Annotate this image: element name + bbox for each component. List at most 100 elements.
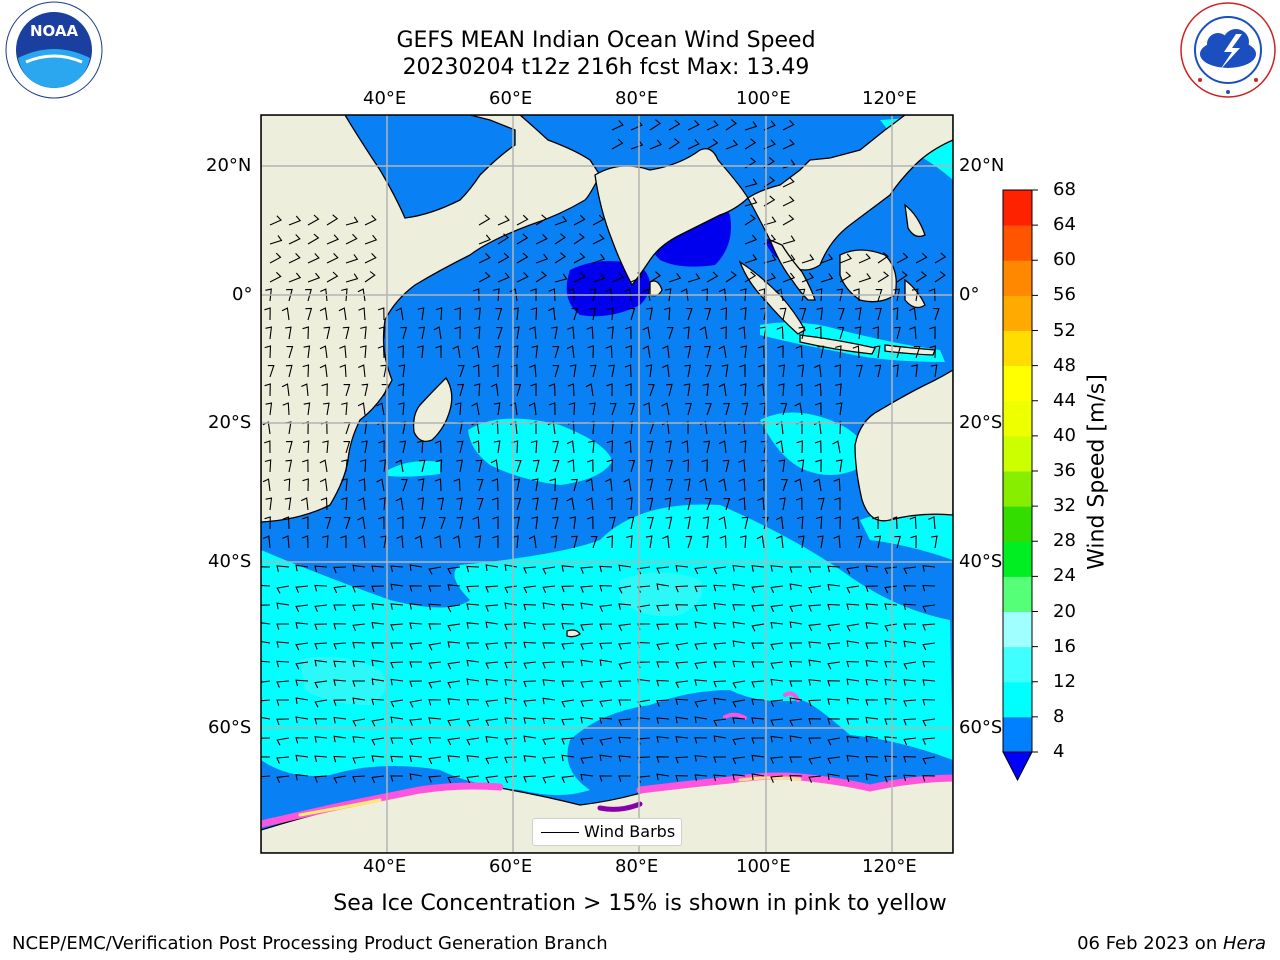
wind-barb — [751, 604, 765, 612]
colorbar-segment — [1003, 225, 1032, 261]
wind-barb — [261, 660, 271, 663]
wind-barb — [643, 402, 651, 416]
colorbar-segment — [1003, 541, 1032, 577]
wind-barb — [261, 584, 271, 587]
wind-barb — [580, 756, 594, 764]
wind-barb — [656, 773, 670, 781]
wind-barb — [858, 273, 872, 283]
wind-barb — [319, 307, 328, 321]
wind-barb — [352, 585, 366, 593]
wind-barb — [433, 326, 442, 340]
wind-barb — [361, 440, 368, 454]
wind-barb — [554, 273, 568, 283]
wind-barb — [358, 307, 366, 321]
wind-barb — [744, 254, 758, 264]
wind-barb — [452, 345, 461, 359]
wind-barb — [702, 516, 710, 530]
wind-barb — [808, 679, 822, 686]
wind-barb — [551, 516, 559, 530]
wind-barb — [815, 516, 823, 530]
wind-barb — [566, 440, 575, 454]
wind-barb — [352, 680, 365, 687]
wind-barb — [780, 402, 788, 416]
wind-barb — [379, 459, 387, 473]
wind-barb — [832, 440, 841, 454]
wind-barb — [261, 756, 271, 758]
wind-barb — [542, 737, 556, 746]
wind-barb — [466, 659, 480, 667]
wind-barb — [364, 234, 378, 245]
wind-barb — [684, 497, 692, 511]
wind-barb — [739, 535, 747, 549]
colorbar-tick-label: 36 — [1053, 460, 1076, 481]
wind-barb — [276, 660, 290, 668]
wind-barb — [395, 459, 404, 473]
wind-barb — [472, 288, 480, 302]
wind-barb — [757, 478, 765, 492]
wind-barb — [846, 585, 860, 594]
wind-barb — [514, 383, 522, 397]
wind-barb — [758, 288, 766, 302]
wind-barb — [528, 402, 537, 416]
wind-barb — [884, 697, 898, 705]
wind-barb — [808, 775, 822, 783]
wind-barb — [684, 364, 691, 378]
wind-barb — [552, 345, 560, 359]
wind-barb — [884, 640, 898, 647]
wind-barb — [428, 603, 442, 611]
wind-barb — [922, 565, 936, 572]
wind-barb — [668, 119, 681, 131]
wind-barb — [763, 234, 777, 245]
wind-barb — [702, 535, 709, 549]
wind-barb — [908, 307, 917, 321]
wind-barb — [713, 642, 727, 650]
wind-barb — [307, 233, 320, 245]
wind-barb — [891, 307, 899, 321]
colorbar-tick-label: 40 — [1053, 424, 1076, 446]
wind-barb — [333, 604, 346, 611]
map-gridlines — [261, 115, 953, 853]
wind-barb — [758, 364, 765, 377]
wind-barb — [286, 345, 294, 359]
wind-barb — [419, 516, 426, 530]
wind-barb — [770, 585, 784, 594]
wind-barb — [588, 440, 595, 454]
wind-barb — [827, 642, 841, 650]
wind-barb — [763, 216, 777, 226]
wind-barb — [606, 459, 613, 473]
wind-barb — [682, 459, 690, 473]
wind-barb — [364, 215, 377, 226]
wind-barb — [732, 564, 746, 572]
wind-barb — [732, 583, 746, 591]
wind-barb — [599, 737, 613, 746]
wind-barb — [301, 535, 309, 549]
wind-barb — [732, 737, 746, 746]
wind-barb — [314, 659, 328, 667]
wind-barb — [492, 535, 499, 548]
wind-barb — [922, 604, 936, 613]
wind-barb — [910, 535, 917, 549]
wind-barb — [554, 233, 566, 245]
wind-barb — [352, 718, 366, 727]
wind-barb — [618, 736, 632, 744]
wind-barb — [763, 120, 776, 131]
wind-barb — [656, 699, 670, 707]
wind-barb — [516, 214, 529, 226]
wind-barb — [592, 253, 606, 264]
wind-barb — [922, 737, 936, 745]
wind-barb — [846, 660, 860, 668]
wind-barb — [675, 585, 689, 593]
wind-barb — [409, 564, 423, 571]
wind-barb — [683, 383, 691, 397]
wind-barb — [666, 327, 674, 340]
wind-barb — [343, 517, 351, 530]
wind-barb — [846, 718, 860, 725]
wind-barb — [656, 604, 670, 612]
wind-barb — [782, 196, 795, 207]
wind-barb — [817, 345, 825, 359]
wind-barb — [320, 497, 328, 511]
wind-barb — [903, 603, 917, 611]
wind-barb — [523, 566, 537, 574]
wind-barb — [846, 566, 860, 575]
wind-barb — [618, 585, 632, 594]
